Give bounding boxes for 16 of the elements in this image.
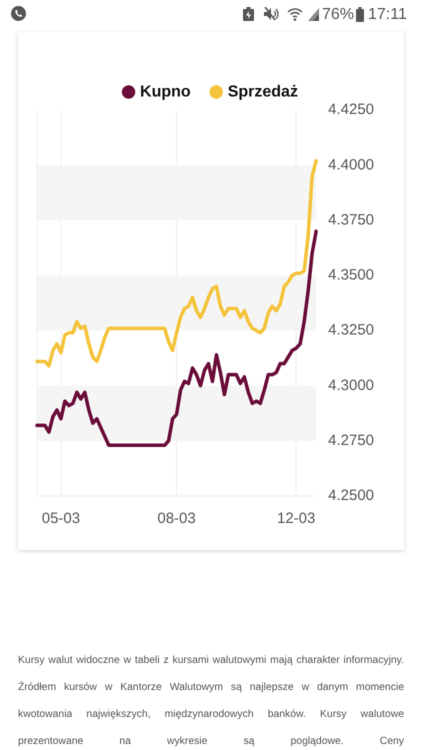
y-tick-label: 4.4000 (328, 156, 374, 174)
y-tick-label: 4.3000 (328, 376, 374, 394)
y-tick-label: 4.4250 (328, 101, 374, 118)
x-tick-label: 08-03 (157, 510, 196, 528)
legend-label: Sprzedaż (228, 83, 298, 100)
y-tick-label: 4.3750 (328, 211, 374, 228)
y-tick-label: 4.2750 (328, 432, 374, 449)
y-tick-label: 4.2500 (328, 487, 374, 504)
text: 76% (322, 6, 354, 24)
legend-label: Kupno (140, 83, 191, 100)
y-tick-label: 4.3250 (328, 322, 374, 339)
text: Kursy walut widoczne w tabeli z kursami walutowymi mają charakter informacyjny. Źródłem kursów w Kantorze Walutowym są najlepsze w danym momencie kwotowania największych, międzynarodowych banków. Kursy walutowe prezentowane na wykresie są poglądowe. Ceny (18, 655, 404, 747)
text: 17:11 (368, 6, 407, 24)
x-tick-label: 12-03 (276, 510, 316, 528)
x-tick-label: 05-03 (42, 510, 80, 528)
y-tick-label: 4.3500 (328, 266, 374, 284)
